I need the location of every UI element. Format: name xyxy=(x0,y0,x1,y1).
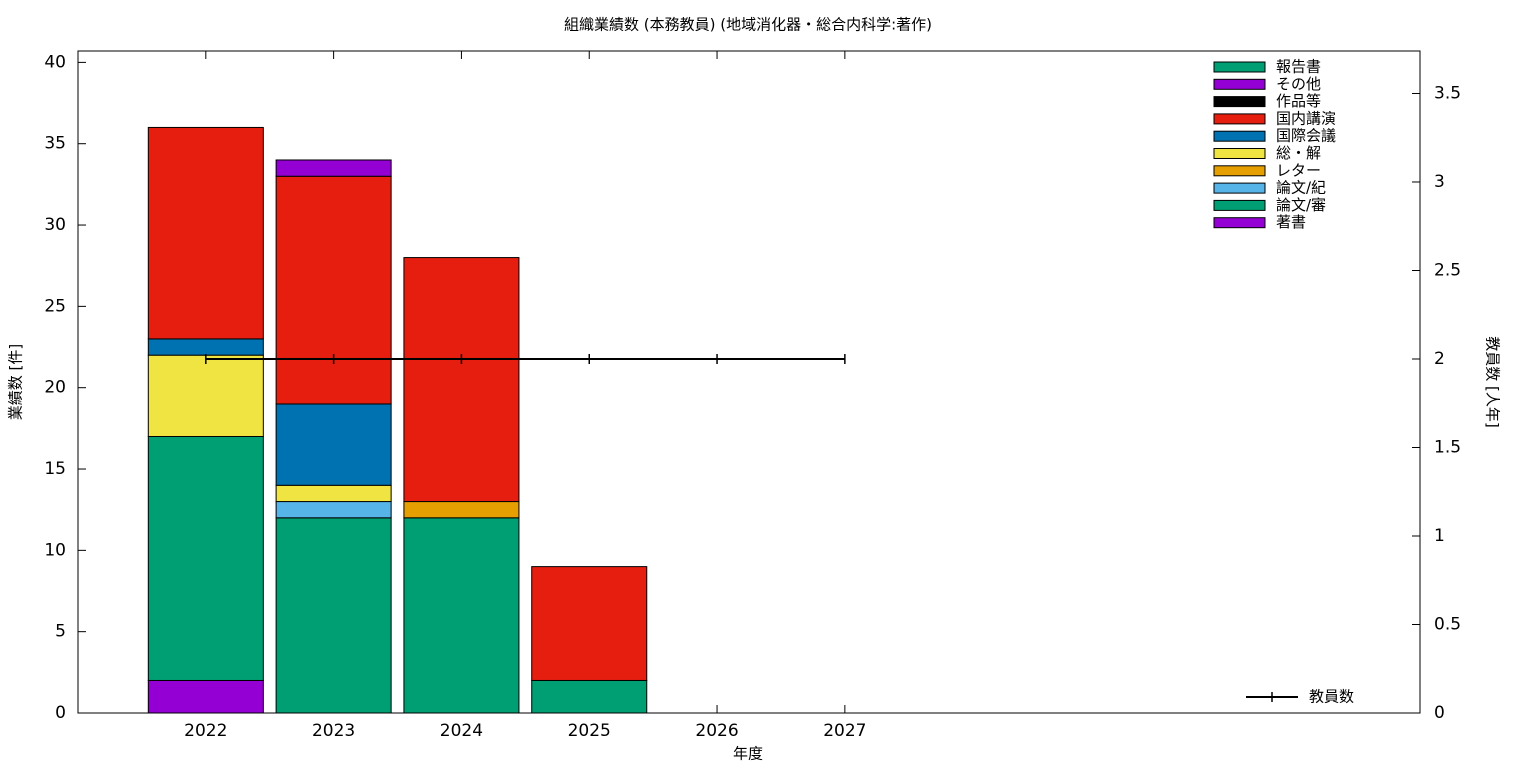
legend-label: 国内講演 xyxy=(1276,109,1336,127)
y-tick-label: 30 xyxy=(44,215,66,235)
legend-swatch xyxy=(1213,113,1266,125)
y2-tick-label: 1.5 xyxy=(1434,437,1461,457)
bar-segment xyxy=(147,435,264,681)
bar-segment xyxy=(147,338,264,356)
legend-label: 報告書 xyxy=(1276,58,1321,76)
legend-swatch xyxy=(1213,96,1266,108)
y2-tick-label: 2 xyxy=(1434,349,1445,369)
legend-label: レター xyxy=(1276,161,1321,179)
y-tick-label: 0 xyxy=(55,703,66,723)
plot-frame xyxy=(77,50,1421,714)
legend-swatch xyxy=(1213,217,1266,229)
bar-segment xyxy=(275,159,392,177)
y2-tick-label: 0.5 xyxy=(1434,614,1461,634)
legend-swatch xyxy=(1213,148,1266,159)
legend-swatch xyxy=(1213,165,1266,177)
legend-label: 国際会議 xyxy=(1276,127,1336,145)
bar-segment xyxy=(275,175,392,405)
bar-segment xyxy=(275,517,392,714)
y-tick-label: 5 xyxy=(55,622,66,642)
x-tick-label: 2025 xyxy=(568,721,611,741)
bar-segment xyxy=(403,257,520,503)
y-axis-label: 業績数 [件] xyxy=(7,344,25,420)
x-tick-label: 2026 xyxy=(695,721,738,741)
legend-label: 論文/審 xyxy=(1276,196,1326,214)
y2-axis-label: 教員数 [人年] xyxy=(1484,336,1502,427)
x-tick-label: 2022 xyxy=(184,721,227,741)
y-tick-label: 40 xyxy=(44,52,66,72)
legend-label: 教員数 xyxy=(1309,688,1354,706)
y2-tick-label: 2.5 xyxy=(1434,260,1461,280)
bar-segment xyxy=(531,566,648,681)
bar-segment xyxy=(275,501,392,519)
bar-segment xyxy=(147,679,264,714)
y-tick-label: 35 xyxy=(44,134,66,154)
y2-tick-label: 1 xyxy=(1434,526,1445,546)
x-tick-label: 2027 xyxy=(823,721,866,741)
legend-swatch xyxy=(1213,130,1266,142)
x-tick-label: 2024 xyxy=(440,721,483,741)
legend-swatch xyxy=(1213,182,1266,194)
legend-label: 作品等 xyxy=(1276,92,1321,110)
bar-segment xyxy=(275,403,392,486)
legend-label: 著書 xyxy=(1276,213,1306,231)
bar-segment xyxy=(403,501,520,519)
legend-swatch xyxy=(1213,199,1266,211)
y-tick-label: 20 xyxy=(44,378,66,398)
bar-segment xyxy=(403,517,520,714)
bar-segment xyxy=(147,126,264,340)
legend-swatch xyxy=(1213,61,1266,73)
legend-label: その他 xyxy=(1276,75,1321,93)
bar-segment xyxy=(531,679,648,714)
y-tick-label: 10 xyxy=(44,540,66,560)
y2-tick-label: 0 xyxy=(1434,703,1445,723)
y-tick-label: 25 xyxy=(44,296,66,316)
x-tick-label: 2023 xyxy=(312,721,355,741)
legend-label: 総・解 xyxy=(1276,144,1321,162)
y2-tick-label: 3 xyxy=(1434,172,1445,192)
legend-label: 論文/紀 xyxy=(1276,179,1326,197)
y2-tick-label: 3.5 xyxy=(1434,83,1461,103)
chart-title: 組織業績数 (本務教員) (地域消化器・総合内科学:著作) xyxy=(564,16,932,34)
bar-segment xyxy=(147,354,264,437)
bar-segment xyxy=(275,484,392,503)
y-tick-label: 15 xyxy=(44,459,66,479)
legend-swatch xyxy=(1213,78,1266,90)
x-axis-label: 年度 xyxy=(733,745,763,763)
